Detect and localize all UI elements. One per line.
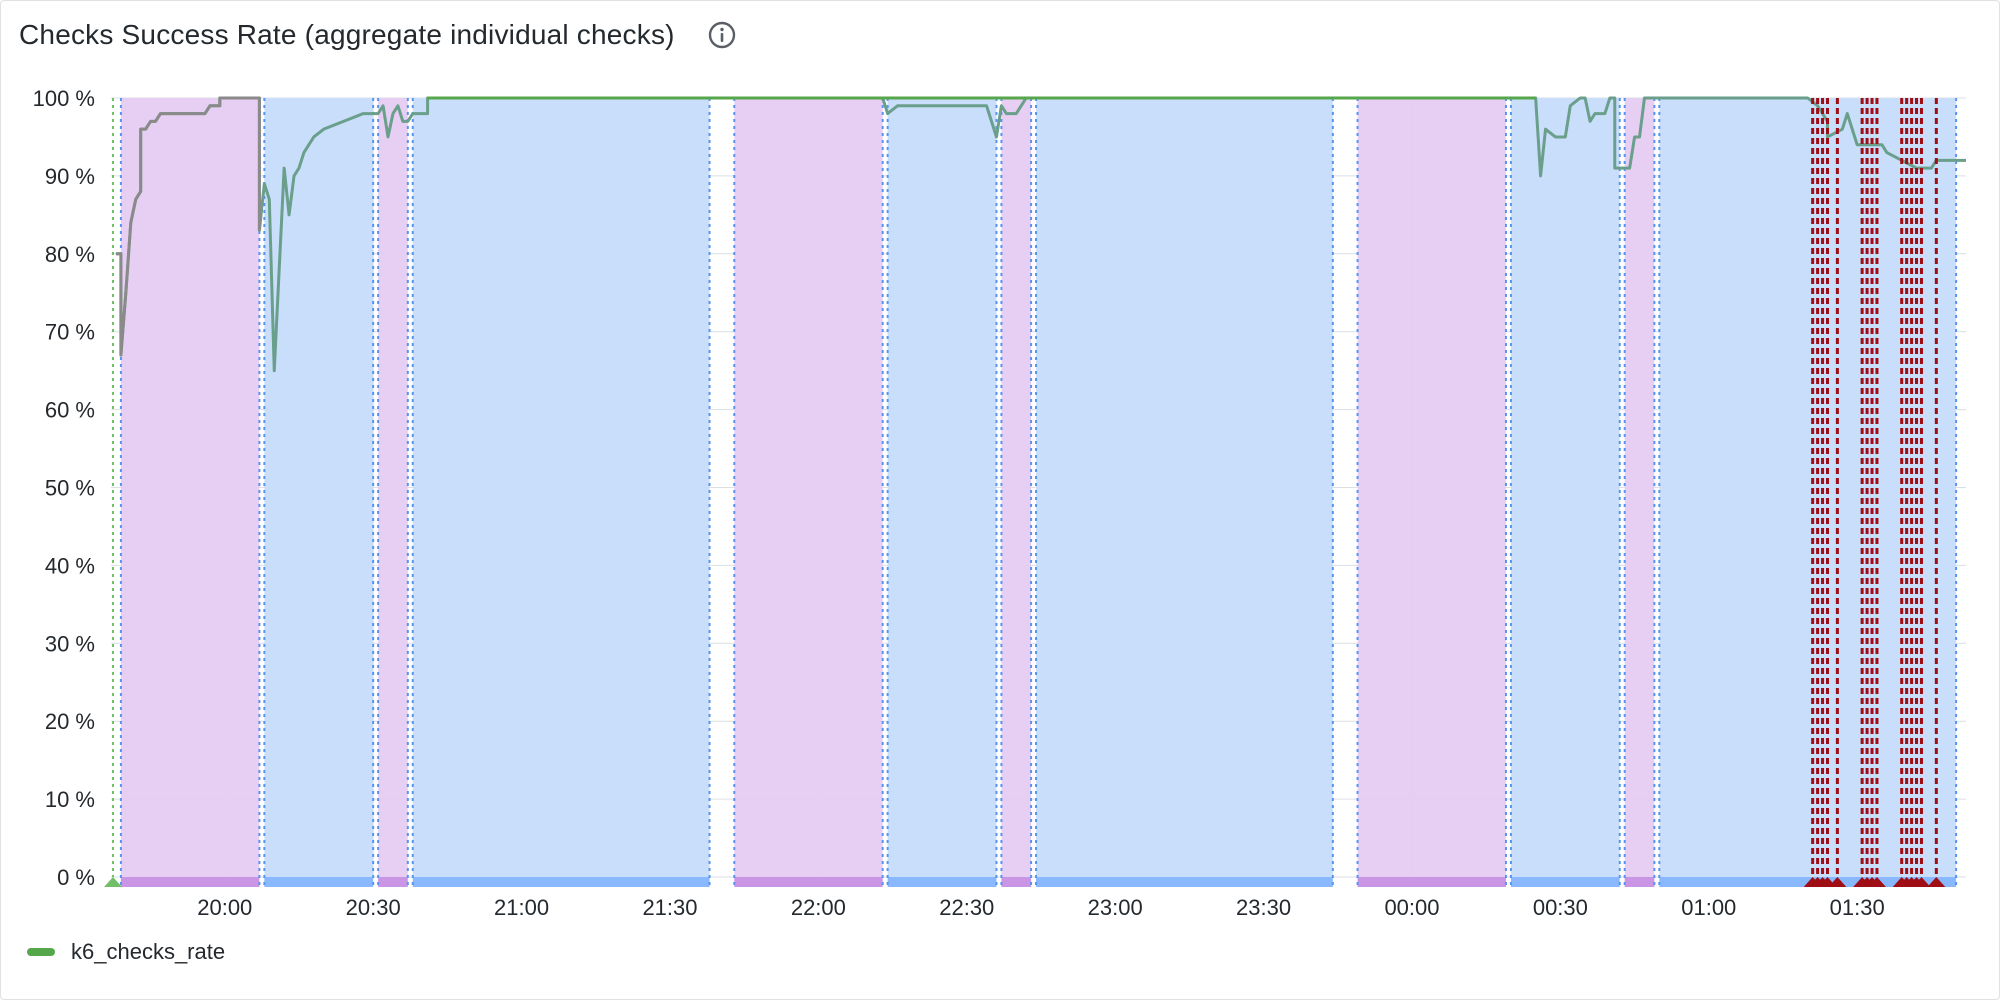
region-bar-blue bbox=[264, 877, 374, 887]
region-bar-blue bbox=[1659, 877, 1957, 887]
x-tick-label: 21:00 bbox=[494, 895, 549, 920]
panel-header: Checks Success Rate (aggregate individua… bbox=[19, 13, 737, 57]
region-bar-blue bbox=[887, 877, 997, 887]
legend-label: k6_checks_rate bbox=[71, 939, 226, 964]
panel-title: Checks Success Rate (aggregate individua… bbox=[19, 19, 675, 50]
region-bar-purple bbox=[120, 877, 260, 887]
region-bands bbox=[120, 98, 1957, 887]
y-tick-label: 70 % bbox=[45, 320, 95, 345]
region-band-blue bbox=[1510, 98, 1620, 877]
x-tick-label: 21:30 bbox=[642, 895, 697, 920]
region-bar-purple bbox=[1357, 877, 1506, 887]
y-tick-label: 50 % bbox=[45, 476, 95, 501]
x-axis: 20:00 20:30 21:00 21:30 22:00 22:30 23:00 23:30… bbox=[197, 895, 1884, 920]
legend-swatch bbox=[27, 948, 55, 956]
x-tick-label: 22:00 bbox=[791, 895, 846, 920]
region-band-blue bbox=[1036, 98, 1333, 877]
x-tick-label: 01:00 bbox=[1681, 895, 1736, 920]
y-tick-label: 40 % bbox=[45, 553, 95, 578]
y-axis: 0 % 10 % 20 % 30 % 40 % 50 % 60 % 70 % 80 % 90 % 1… bbox=[33, 86, 95, 890]
region-bar-blue bbox=[1510, 877, 1620, 887]
series-line-early bbox=[115, 96, 261, 357]
region-bar-purple bbox=[1624, 877, 1655, 887]
region-bar-purple bbox=[378, 877, 408, 887]
legend-item[interactable]: k6_checks_rate bbox=[27, 939, 225, 965]
x-tick-label: 22:30 bbox=[939, 895, 994, 920]
x-tick-label: 00:00 bbox=[1384, 895, 1439, 920]
y-tick-label: 30 % bbox=[45, 631, 95, 656]
region-band-purple bbox=[1624, 98, 1655, 877]
x-tick-label: 23:30 bbox=[1236, 895, 1291, 920]
region-band-purple bbox=[734, 98, 883, 877]
x-tick-label: 23:00 bbox=[1088, 895, 1143, 920]
alert-marker[interactable] bbox=[1867, 877, 1886, 887]
y-tick-label: 0 % bbox=[57, 865, 95, 890]
region-bar-blue bbox=[412, 877, 710, 887]
alert-marker[interactable] bbox=[1927, 877, 1946, 887]
region-band-purple bbox=[1001, 98, 1032, 877]
y-tick-label: 10 % bbox=[45, 787, 95, 812]
region-band-blue bbox=[412, 98, 710, 877]
x-tick-label: 00:30 bbox=[1533, 895, 1588, 920]
y-tick-label: 60 % bbox=[45, 398, 95, 423]
region-band-purple bbox=[378, 98, 408, 877]
start-marker[interactable] bbox=[104, 877, 122, 887]
chart-plot[interactable]: 0 % 10 % 20 % 30 % 40 % 50 % 60 % 70 % 80 % 90 % 1… bbox=[1, 1, 2000, 931]
region-band-blue bbox=[887, 98, 997, 877]
region-bar-purple bbox=[1001, 877, 1032, 887]
alert-marker[interactable] bbox=[1912, 877, 1931, 887]
region-band-purple bbox=[1357, 98, 1506, 877]
region-bar-purple bbox=[734, 877, 883, 887]
y-tick-label: 100 % bbox=[33, 86, 95, 111]
region-band-purple bbox=[120, 98, 260, 877]
y-tick-label: 80 % bbox=[45, 242, 95, 267]
alert-marker[interactable] bbox=[1828, 877, 1847, 887]
y-tick-label: 90 % bbox=[45, 164, 95, 189]
x-tick-label: 01:30 bbox=[1830, 895, 1885, 920]
x-tick-label: 20:00 bbox=[197, 895, 252, 920]
region-band-blue bbox=[1659, 98, 1957, 877]
region-boundaries bbox=[104, 98, 1958, 887]
alert-annotations[interactable] bbox=[1803, 98, 1946, 887]
info-icon[interactable] bbox=[707, 20, 737, 50]
series-layer bbox=[115, 96, 1966, 373]
region-bar-blue bbox=[1036, 877, 1333, 887]
x-tick-label: 20:30 bbox=[346, 895, 401, 920]
y-tick-label: 20 % bbox=[45, 709, 95, 734]
